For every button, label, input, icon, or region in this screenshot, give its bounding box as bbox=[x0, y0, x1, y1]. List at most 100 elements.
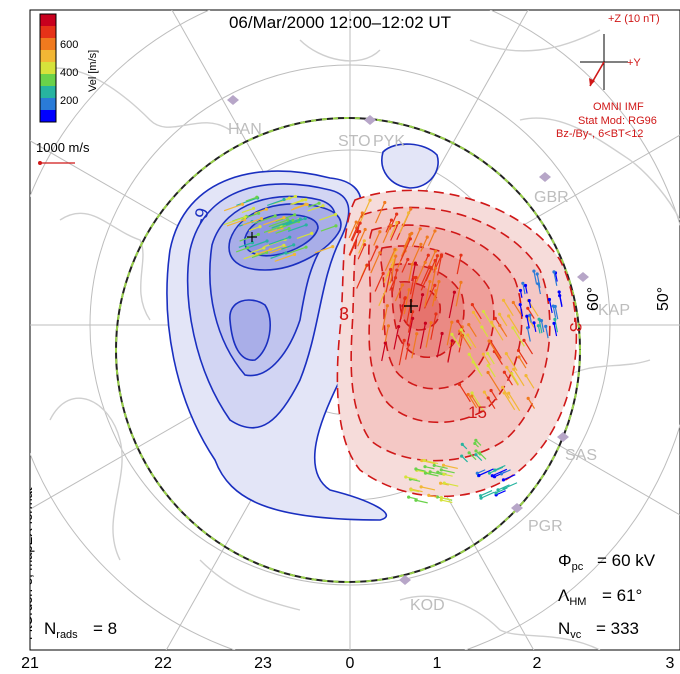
velocity-vector bbox=[441, 469, 455, 474]
velocity-vector-origin bbox=[496, 488, 500, 492]
velocity-vector bbox=[307, 205, 324, 212]
imf-z-label: +Z (10 nT) bbox=[608, 13, 660, 25]
velocity-vector-origin bbox=[286, 218, 290, 222]
velocity-vector-origin bbox=[547, 297, 552, 302]
velocity-vector-origin bbox=[478, 451, 482, 455]
velocity-vector-origin bbox=[429, 321, 433, 325]
velocity-vector-origin bbox=[386, 324, 391, 328]
velocity-vector-origin bbox=[375, 245, 379, 249]
velocity-vector bbox=[239, 233, 259, 242]
imf-y-label: +Y bbox=[627, 57, 641, 69]
velocity-vector bbox=[487, 353, 495, 365]
velocity-vector-origin bbox=[471, 310, 476, 314]
velocity-vector bbox=[512, 327, 525, 347]
velocity-vector bbox=[430, 471, 443, 476]
velocity-vector-origin bbox=[481, 309, 486, 314]
velocity-vector-origin bbox=[427, 493, 431, 498]
velocity-vector bbox=[389, 249, 397, 264]
velocity-vector bbox=[436, 256, 442, 276]
velocity-vector-origin bbox=[423, 260, 427, 264]
velocity-vector bbox=[436, 333, 443, 358]
velocity-vector-origin bbox=[304, 245, 308, 249]
velocity-vector bbox=[487, 397, 496, 409]
velocity-vector bbox=[393, 326, 400, 350]
velocity-vector bbox=[527, 307, 535, 319]
velocity-vector-origin bbox=[460, 442, 464, 447]
velocity-vector-origin bbox=[292, 243, 296, 247]
velocity-vector bbox=[489, 466, 504, 474]
velocity-vector bbox=[518, 350, 528, 365]
velocity-vector-origin bbox=[378, 230, 382, 234]
velocity-vector-origin bbox=[403, 296, 407, 301]
velocity-vector bbox=[505, 353, 518, 372]
latitude-label-60: 60° bbox=[585, 287, 602, 311]
velocity-vector bbox=[401, 259, 409, 273]
velocity-vector-origin bbox=[537, 317, 541, 321]
velocity-vector bbox=[468, 324, 477, 338]
velocity-vector bbox=[405, 344, 410, 360]
velocity-vector bbox=[236, 197, 258, 207]
velocity-vector bbox=[553, 271, 558, 286]
velocity-vector-origin bbox=[293, 213, 297, 217]
velocity-vector bbox=[358, 200, 371, 225]
velocity-vector bbox=[242, 218, 262, 226]
velocity-vector-origin bbox=[415, 332, 419, 336]
velocity-vector-origin bbox=[460, 454, 464, 458]
velocity-vector-origin bbox=[499, 472, 504, 476]
mlt-tick-label: 22 bbox=[154, 655, 172, 672]
velocity-vector bbox=[553, 323, 558, 337]
velocity-vector-origin bbox=[426, 253, 430, 257]
velocity-vector-origin bbox=[381, 271, 385, 276]
velocity-vector bbox=[403, 289, 410, 315]
scale-vector bbox=[38, 161, 75, 165]
velocity-vector-origin bbox=[394, 254, 398, 258]
velocity-vector-origin bbox=[406, 257, 410, 262]
velocity-vector-origin bbox=[486, 351, 490, 356]
velocity-vector-origin bbox=[437, 280, 441, 284]
velocity-vector bbox=[314, 246, 333, 254]
velocity-vector-origin bbox=[535, 272, 539, 276]
colorbar-segment bbox=[40, 74, 56, 87]
velocity-vector bbox=[490, 390, 498, 401]
velocity-vector bbox=[427, 230, 436, 247]
velocity-vector-origin bbox=[288, 235, 292, 239]
velocity-vector bbox=[374, 273, 384, 292]
velocity-vector-origin bbox=[385, 304, 389, 308]
velocity-vector bbox=[511, 373, 520, 385]
velocity-vector-origin bbox=[246, 246, 250, 250]
velocity-vector-origin bbox=[502, 391, 506, 395]
velocity-vector bbox=[293, 203, 307, 210]
velocity-vector-origin bbox=[536, 324, 540, 328]
velocity-vector bbox=[536, 273, 541, 288]
velocity-vector bbox=[493, 351, 503, 365]
velocity-vector bbox=[319, 213, 336, 221]
velocity-vector-origin bbox=[423, 321, 428, 325]
velocity-vector bbox=[285, 217, 306, 226]
velocity-vector bbox=[559, 295, 563, 308]
colorbar-segment bbox=[40, 98, 56, 111]
velocity-vector-origin bbox=[420, 293, 425, 297]
velocity-vector bbox=[281, 244, 294, 250]
velocity-vector-origin bbox=[459, 253, 463, 257]
velocity-vector-origin bbox=[497, 312, 502, 316]
velocity-vector bbox=[552, 305, 557, 318]
velocity-vector-origin bbox=[524, 374, 528, 378]
velocity-vector-origin bbox=[383, 200, 387, 205]
velocity-vector-origin bbox=[420, 458, 424, 463]
velocity-vector bbox=[398, 340, 405, 366]
velocity-vector bbox=[495, 490, 506, 496]
velocity-vector-origin bbox=[408, 237, 412, 241]
boundary-dashes bbox=[115, 117, 581, 583]
velocity-vector bbox=[381, 342, 386, 362]
velocity-vector bbox=[390, 222, 400, 241]
velocity-vector-origin bbox=[282, 197, 286, 202]
velocity-vector-origin bbox=[256, 232, 260, 237]
velocity-vector-origin bbox=[466, 392, 470, 397]
velocity-vector-origin bbox=[438, 481, 443, 485]
velocity-vector bbox=[356, 264, 368, 289]
velocity-vector-origin bbox=[439, 468, 443, 472]
velocity-vector bbox=[349, 243, 356, 257]
velocity-vector bbox=[253, 208, 267, 215]
velocity-vector-origin bbox=[357, 230, 362, 234]
mlt-tick-label: 23 bbox=[254, 655, 272, 672]
